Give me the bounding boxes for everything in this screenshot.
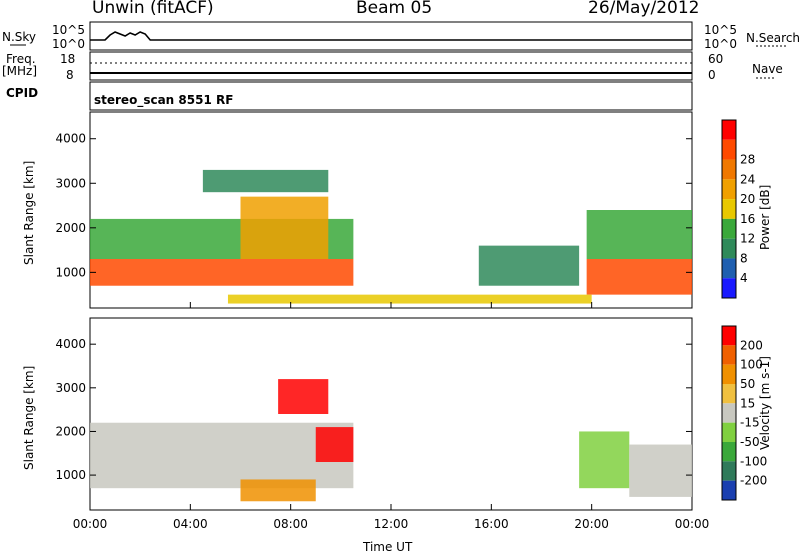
power-region: [586, 259, 692, 295]
freq-tick-bottom: 8: [66, 68, 74, 82]
power-colorbar-segment: [722, 159, 736, 180]
velocity-colorbar-tick: -15: [740, 416, 760, 430]
power-colorbar-segment: [722, 139, 736, 160]
velocity-colorbar-segment: [722, 442, 736, 462]
power-colorbar-segment: [722, 120, 736, 140]
velocity-region: [579, 431, 630, 489]
freq-tick-top: 18: [60, 52, 76, 66]
velocity-colorbar-tick: -100: [740, 454, 767, 468]
power-colorbar-segment: [722, 238, 736, 259]
velocity-ylabel: Slant Range [km]: [22, 365, 36, 470]
power-region: [202, 169, 329, 193]
velocity-ytick-label: 2000: [55, 424, 86, 438]
velocity-colorbar-tick: -200: [740, 474, 767, 488]
freq-unit: [MHz]: [2, 64, 38, 78]
freq-panel: [89, 51, 693, 81]
xtick-label: 08:00: [273, 517, 308, 531]
power-colorbar-segment: [722, 278, 736, 298]
nave-tick-top: 60: [708, 52, 724, 66]
freq-label: Freq.: [6, 52, 36, 66]
power-region: [90, 259, 354, 286]
velocity-colorbar-segment: [722, 326, 736, 346]
velocity-ytick-label: 4000: [55, 337, 86, 351]
station-title: Unwin (fitACF): [92, 0, 214, 18]
power-colorbar-tick: 16: [740, 212, 755, 226]
power-colorbar-tick: 20: [740, 192, 755, 206]
velocity-colorbar-segment: [722, 364, 736, 384]
cpid-label: CPID: [6, 86, 39, 100]
power-colorbar-segment: [722, 199, 736, 219]
power-colorbar-tick: 8: [740, 251, 748, 265]
power-ytick-label: 2000: [55, 221, 86, 235]
power-cbar-label: Power [dB]: [758, 184, 772, 250]
nave-label: Nave: [752, 62, 783, 76]
cpid-panel: [89, 81, 693, 111]
velocity-colorbar-tick: 15: [740, 396, 755, 410]
power-colorbar-tick: 12: [740, 232, 755, 246]
cpid-text: stereo_scan 8551 RF: [94, 93, 234, 107]
xtick-label: 00:00: [73, 517, 108, 531]
velocity-colorbar-tick: 100: [740, 358, 763, 372]
power-ytick-label: 3000: [55, 176, 86, 190]
xtick-label: 16:00: [474, 517, 509, 531]
nsearch-tick-top: 10^5: [704, 23, 737, 37]
velocity-colorbar: [721, 325, 737, 501]
xtick-label: 00:00: [675, 517, 710, 531]
power-colorbar-tick: 24: [740, 172, 755, 186]
beam-title: Beam 05: [356, 0, 433, 18]
nsearch-tick-bottom: 10^0: [704, 37, 737, 51]
xtick-label: 04:00: [173, 517, 208, 531]
velocity-region: [90, 422, 354, 489]
velocity-cbar-label: Velocity [m s-1]: [758, 356, 772, 450]
power-colorbar-segment: [722, 218, 736, 239]
velocity-region: [240, 479, 316, 502]
velocity-ytick-label: 3000: [55, 381, 86, 395]
velocity-colorbar-segment: [722, 422, 736, 442]
nsky-tick-bottom: 10^0: [52, 37, 85, 51]
velocity-region: [278, 379, 329, 414]
power-colorbar: [721, 119, 737, 299]
time-xlabel: Time UT: [363, 540, 413, 554]
nsky-label: N.Sky: [2, 30, 37, 44]
velocity-region: [629, 444, 692, 497]
velocity-colorbar-segment: [722, 345, 736, 365]
nsky-panel: [89, 21, 693, 51]
power-colorbar-tick: 28: [740, 153, 755, 167]
power-region: [240, 196, 329, 259]
nave-tick-bottom: 0: [708, 68, 716, 82]
velocity-colorbar-segment: [722, 461, 736, 481]
power-colorbar-tick: 4: [740, 271, 748, 285]
nsearch-label: N.Search: [746, 31, 800, 45]
velocity-colorbar-tick: 50: [740, 377, 755, 391]
xtick-label: 20:00: [574, 517, 609, 531]
power-region: [478, 245, 580, 286]
velocity-colorbar-segment: [722, 403, 736, 423]
velocity-region: [315, 427, 354, 462]
power-colorbar-segment: [722, 179, 736, 200]
nsky-tick-top: 10^5: [52, 23, 85, 37]
nsky-trace: [90, 31, 692, 41]
power-ytick-label: 1000: [55, 265, 86, 279]
xtick-label: 12:00: [374, 517, 409, 531]
power-region: [586, 210, 692, 259]
velocity-colorbar-tick: 200: [740, 338, 763, 352]
velocity-colorbar-segment: [722, 480, 736, 500]
power-ytick-label: 4000: [55, 132, 86, 146]
power-ylabel: Slant Range [km]: [22, 160, 36, 265]
velocity-colorbar-segment: [722, 384, 736, 404]
power-colorbar-segment: [722, 258, 736, 279]
velocity-ytick-label: 1000: [55, 468, 86, 482]
velocity-colorbar-tick: -50: [740, 435, 760, 449]
power-region: [227, 294, 592, 304]
date-title: 26/May/2012: [588, 0, 700, 18]
